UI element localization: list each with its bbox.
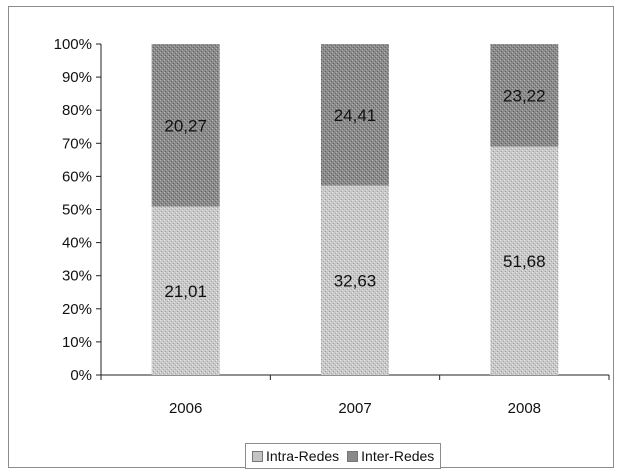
bars-group bbox=[151, 44, 559, 375]
x-tick-label-2006: 2006 bbox=[169, 400, 202, 417]
legend-entry-inter-redes: Inter-Redes bbox=[347, 448, 434, 464]
data-labels-group: 21,01 20,27 32,63 24,41 51,68 23,22 bbox=[164, 86, 545, 300]
bar-intra-redes-2008 bbox=[490, 146, 559, 375]
y-tick-label: 60% bbox=[62, 168, 92, 185]
y-tick-label: 50% bbox=[62, 202, 92, 219]
bar-intra-redes-2007 bbox=[321, 185, 389, 375]
x-tick-label-2007: 2007 bbox=[338, 400, 371, 417]
x-tick-label-2008: 2008 bbox=[508, 400, 541, 417]
y-tick-label: 90% bbox=[62, 69, 92, 86]
y-tick-label: 30% bbox=[62, 268, 92, 285]
data-label-inter-redes-2008: 23,22 bbox=[503, 86, 546, 105]
y-tick-label: 70% bbox=[62, 135, 92, 152]
y-axis: 0% 10% 20% 30% 40% 50% 60% 70% 80% 90% 100% bbox=[54, 36, 102, 384]
bar-inter-redes-2006 bbox=[151, 44, 220, 207]
x-axis: 2006 2007 2008 bbox=[100, 374, 610, 417]
legend-entry-intra-redes: Intra-Redes bbox=[252, 448, 339, 464]
bar-intra-redes-2006 bbox=[151, 206, 220, 375]
y-tick-label: 40% bbox=[62, 235, 92, 252]
y-tick-label: 0% bbox=[70, 367, 92, 384]
y-tick-label: 20% bbox=[62, 301, 92, 318]
chart-frame: 0% 10% 20% 30% 40% 50% 60% 70% 80% 90% 100% 2006 20… bbox=[8, 6, 614, 469]
bar-inter-redes-2008 bbox=[490, 44, 559, 147]
legend-swatch-inter-redes bbox=[347, 450, 359, 462]
y-tick-label: 100% bbox=[54, 36, 92, 53]
stacked-bar-chart: 0%10%20%30%40%50%60%70%80%90%100% 2006 20… bbox=[54, 36, 610, 417]
y-tick-label: 80% bbox=[62, 102, 92, 119]
data-label-inter-redes-2006: 20,27 bbox=[164, 116, 207, 135]
data-label-intra-redes-2007: 32,63 bbox=[334, 271, 377, 290]
legend: Intra-Redes Inter-Redes bbox=[245, 443, 442, 469]
y-tick-label: 10% bbox=[62, 334, 92, 351]
bar-inter-redes-2007 bbox=[321, 44, 389, 186]
data-label-intra-redes-2008: 51,68 bbox=[503, 252, 546, 271]
legend-label-intra-redes: Intra-Redes bbox=[266, 448, 340, 464]
legend-swatch-intra-redes bbox=[252, 450, 263, 462]
data-label-intra-redes-2006: 21,01 bbox=[164, 282, 207, 301]
data-label-inter-redes-2007: 24,41 bbox=[334, 106, 377, 125]
legend-label-inter-redes: Inter-Redes bbox=[361, 448, 435, 464]
